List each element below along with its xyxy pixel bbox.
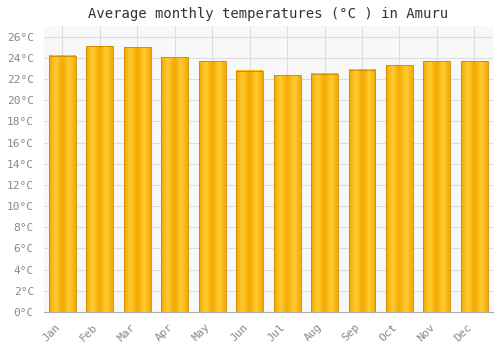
Bar bbox=[386, 65, 413, 312]
Bar bbox=[274, 75, 300, 312]
Bar bbox=[162, 57, 188, 312]
Title: Average monthly temperatures (°C ) in Amuru: Average monthly temperatures (°C ) in Am… bbox=[88, 7, 448, 21]
Bar bbox=[424, 61, 450, 312]
Bar bbox=[49, 56, 76, 312]
Bar bbox=[124, 48, 151, 312]
Bar bbox=[461, 61, 488, 312]
Bar bbox=[311, 74, 338, 312]
Bar bbox=[198, 61, 226, 312]
Bar bbox=[348, 70, 376, 312]
Bar bbox=[236, 71, 263, 312]
Bar bbox=[86, 47, 114, 312]
